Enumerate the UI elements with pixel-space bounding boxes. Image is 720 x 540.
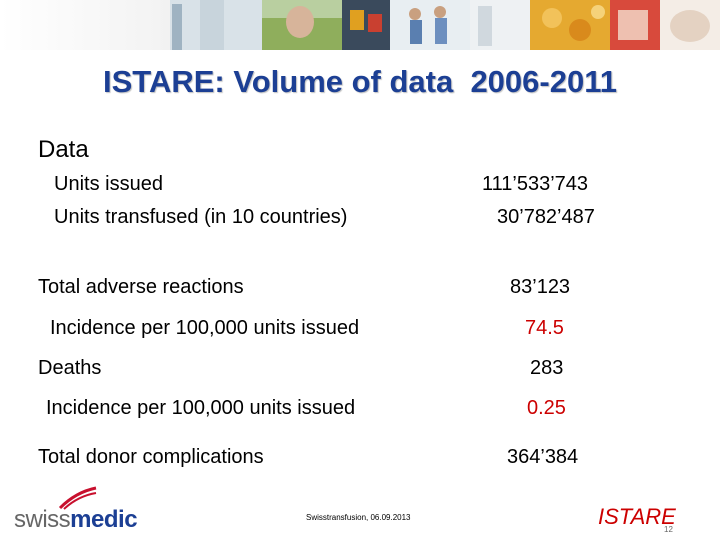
header-photo-banner [0,0,720,50]
logo-wordmark: swissmedic [14,506,138,534]
logo-suffix: medic [70,506,138,533]
logo-swoosh-icon [58,486,97,510]
footer-note: Swisstransfusion, 06.09.2013 [306,513,411,522]
row-value-incidence-adverse: 74.5 [525,317,564,339]
row-value-deaths: 283 [530,357,564,379]
row-label-units-transfused: Units transfused (in 10 countries) [54,206,348,228]
row-value-units-transfused: 30’782’487 [497,206,595,228]
section-heading: Data [38,136,89,163]
row-label-total-adverse-reactions: Total adverse reactions [38,276,244,298]
row-label-units-issued: Units issued [54,173,163,195]
row-label-incidence-adverse: Incidence per 100,000 units issued [50,317,360,339]
slide-title: ISTARE: Volume of data 2006-2011 [103,64,617,99]
istare-brand: ISTARE [598,504,676,529]
row-value-units-issued: 111’533’743 [482,173,589,195]
logo-prefix: swiss [14,506,71,533]
row-label-incidence-deaths: Incidence per 100,000 units issued [46,397,356,419]
swissmedic-logo: swissmedic [14,484,164,534]
row-label-total-donor-complications: Total donor complications [38,446,264,468]
row-value-total-donor-complications: 364’384 [507,446,579,468]
row-value-incidence-deaths: 0.25 [527,397,566,419]
row-label-deaths: Deaths [38,357,102,379]
row-value-total-adverse-reactions: 83’123 [510,276,571,298]
page-number: 12 [664,525,673,534]
